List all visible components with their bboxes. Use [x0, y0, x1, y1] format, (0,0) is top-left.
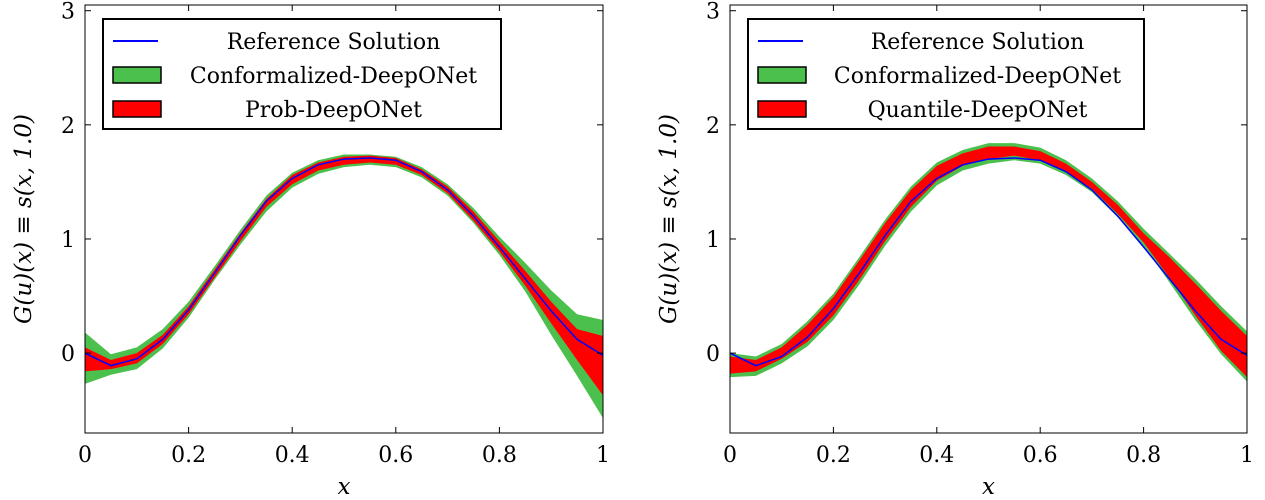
x-tick-label: 0.2	[171, 443, 206, 468]
legend-label: Reference Solution	[227, 30, 441, 55]
quantile-deeponet-band	[730, 146, 1247, 378]
legend-swatch-band	[112, 100, 162, 118]
axes-frame	[84, 4, 604, 434]
y-tick-label: 0	[706, 342, 720, 367]
y-axis-label: G(u)(x) ≡ s(x, 1.0)	[11, 114, 37, 324]
reference-solution-line	[85, 157, 603, 367]
x-axis-label: x	[338, 474, 351, 500]
x-tick-label: 0.6	[1023, 443, 1058, 468]
right-chart-panel: 0 0.2 0.4 0.6 0.8 1 0 1 2 3 x G(u)(x) ≡ s(x, 1.0) Re…	[656, 0, 1254, 500]
y-axis-label: G(u)(x) ≡ s(x, 1.0)	[656, 114, 682, 324]
y-tick-label: 2	[706, 114, 720, 139]
legend: Reference Solution Conformalized-DeepONet…	[747, 18, 1145, 130]
x-tick-label: 0	[78, 443, 92, 468]
legend-label: Quantile-DeepONet	[868, 98, 1088, 123]
conformalized-deeponet-band	[730, 143, 1247, 382]
x-tick-label: 0.2	[816, 443, 851, 468]
legend-box	[747, 18, 1145, 130]
legend-swatch-band	[757, 100, 807, 118]
x-tick-label: 0.4	[919, 443, 954, 468]
legend-box	[102, 18, 502, 130]
plot-area	[730, 143, 1247, 382]
x-axis-label: x	[982, 474, 995, 500]
x-tick-label: 1	[1240, 443, 1254, 468]
left-chart-panel: 0 0.2 0.4 0.6 0.8 1 0 1 2 3 x G(u)(x) ≡ s(x, 1.0) Re…	[11, 0, 610, 500]
y-tick-label: 3	[61, 0, 75, 25]
reference-solution-line	[730, 157, 1247, 367]
x-tick-label: 0.8	[482, 443, 517, 468]
x-tick-label: 0.4	[275, 443, 310, 468]
x-tick-label: 0.6	[378, 443, 413, 468]
y-tick-label: 1	[61, 228, 75, 253]
y-tick-label: 3	[706, 0, 720, 25]
axes-frame	[729, 4, 1248, 434]
plot-area	[85, 154, 603, 419]
x-tick-label: 0.8	[1126, 443, 1161, 468]
legend-label: Conformalized-DeepONet	[834, 64, 1121, 89]
legend: Reference Solution Conformalized-DeepONet…	[102, 18, 502, 130]
y-tick-label: 2	[61, 114, 75, 139]
conformalized-deeponet-band	[85, 154, 603, 419]
y-tick-label: 1	[706, 228, 720, 253]
prob-deeponet-band	[85, 155, 603, 396]
x-tick-label: 1	[596, 443, 610, 468]
legend-swatch-band	[112, 66, 162, 84]
x-tick-label: 0	[723, 443, 737, 468]
legend-label: Reference Solution	[871, 30, 1085, 55]
legend-label: Conformalized-DeepONet	[190, 64, 477, 89]
legend-label: Prob-DeepONet	[245, 98, 422, 123]
legend-swatch-band	[757, 66, 807, 84]
y-tick-label: 0	[61, 342, 75, 367]
